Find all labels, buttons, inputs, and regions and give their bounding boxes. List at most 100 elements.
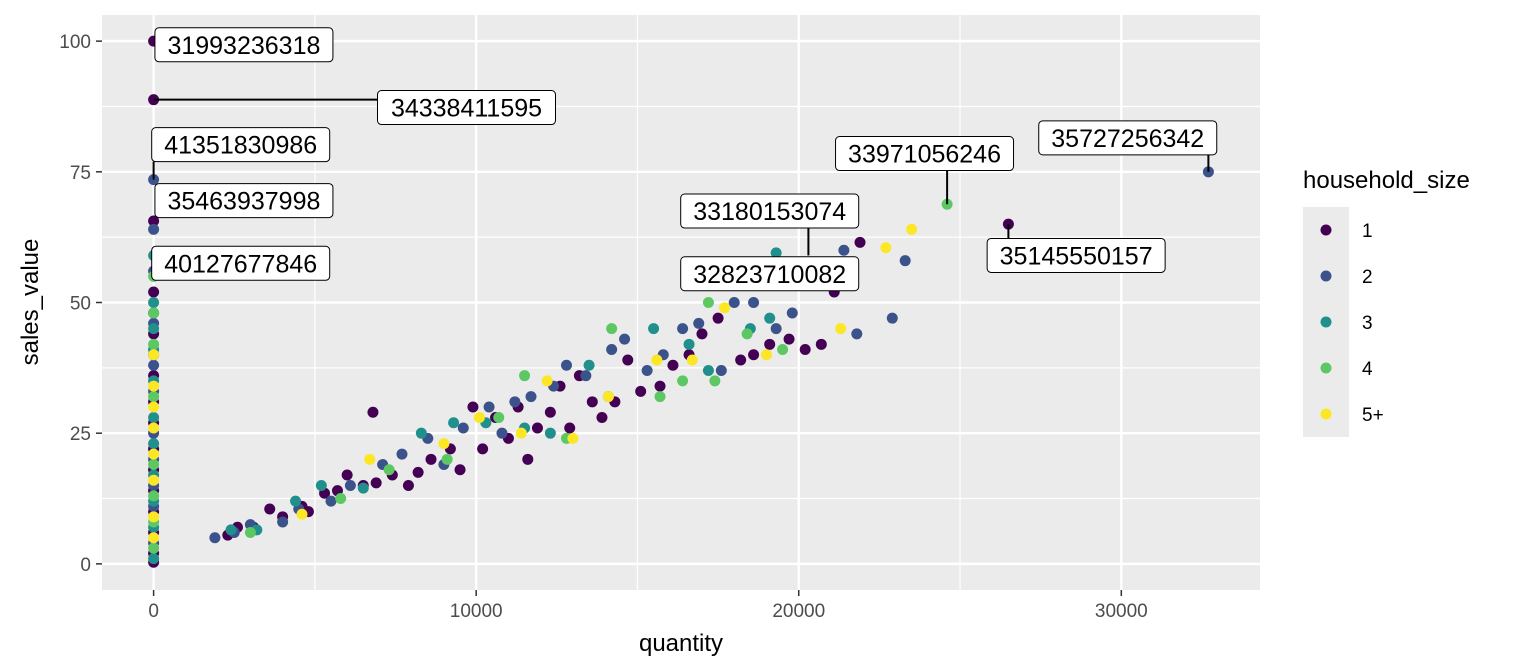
data-point xyxy=(815,338,827,350)
data-point xyxy=(654,391,666,403)
data-point xyxy=(367,406,379,418)
point-annotations: 31993236318 34338411595 41351830986 3546393… xyxy=(151,27,1218,292)
data-point xyxy=(148,359,160,371)
data-point xyxy=(544,427,556,439)
data-point xyxy=(315,479,327,491)
x-tick-label: 10000 xyxy=(450,601,503,622)
annotation-label: 33971056246 xyxy=(848,141,1001,169)
data-point xyxy=(477,443,489,455)
annotation-box xyxy=(154,183,334,219)
annotation-box xyxy=(680,256,860,292)
data-point xyxy=(344,479,356,491)
data-point xyxy=(383,464,395,476)
data-point xyxy=(509,396,521,408)
data-point xyxy=(148,532,160,544)
annotation: 32823710082 xyxy=(680,256,860,292)
data-point xyxy=(606,344,618,356)
legend-label: 5+ xyxy=(1362,405,1384,426)
data-point xyxy=(770,323,782,335)
annotation: 41351830986 xyxy=(151,127,331,180)
data-point xyxy=(519,370,531,382)
legend-label: 4 xyxy=(1362,359,1373,380)
data-point xyxy=(602,391,614,403)
annotation-box xyxy=(154,27,334,63)
data-point xyxy=(580,370,592,382)
data-point xyxy=(335,493,347,505)
data-point xyxy=(741,328,753,340)
y-tick-label: 100 xyxy=(59,32,91,53)
annotation-label: 31993236318 xyxy=(167,32,320,60)
data-point xyxy=(786,307,798,319)
annotation: 31993236318 xyxy=(154,27,334,63)
data-point xyxy=(702,297,714,308)
data-point xyxy=(148,448,160,460)
data-point xyxy=(635,385,647,397)
data-point xyxy=(148,323,160,335)
data-point xyxy=(544,406,556,418)
data-point xyxy=(735,354,747,366)
legend-key xyxy=(1320,224,1332,236)
data-point xyxy=(209,532,221,544)
data-point xyxy=(748,349,760,361)
data-point xyxy=(906,223,918,235)
annotation-label: 35727256342 xyxy=(1051,125,1204,153)
data-point xyxy=(702,364,714,376)
data-point xyxy=(357,482,369,494)
data-point xyxy=(396,448,408,460)
data-point xyxy=(370,477,382,489)
data-point xyxy=(783,333,795,345)
data-point xyxy=(851,328,863,340)
annotation: 34338411595 xyxy=(153,90,556,126)
data-point xyxy=(496,427,508,439)
data-point xyxy=(225,524,237,536)
annotation-label: 35463937998 xyxy=(167,188,320,216)
data-point xyxy=(148,391,160,403)
annotation-box xyxy=(151,245,331,281)
legend-label: 3 xyxy=(1362,313,1373,334)
data-point xyxy=(719,302,731,314)
annotation: 35727256342 xyxy=(1038,120,1218,172)
data-point xyxy=(341,469,353,481)
data-point xyxy=(148,307,160,319)
data-point xyxy=(325,495,337,507)
data-point xyxy=(541,375,553,387)
data-point xyxy=(677,323,689,335)
data-point xyxy=(148,412,160,423)
data-point xyxy=(148,380,160,392)
data-point xyxy=(748,297,760,308)
data-point xyxy=(148,223,160,235)
data-point xyxy=(709,375,721,387)
data-point xyxy=(760,349,772,361)
data-point xyxy=(148,542,160,554)
data-point xyxy=(402,479,414,491)
data-point xyxy=(799,344,811,356)
y-tick-label: 50 xyxy=(70,294,91,315)
data-point xyxy=(457,422,469,434)
legend-key xyxy=(1320,408,1332,420)
legend-key xyxy=(1320,362,1332,374)
data-point xyxy=(606,323,618,335)
data-point xyxy=(483,401,495,413)
annotation-box xyxy=(986,237,1166,273)
x-axis-title: quantity xyxy=(639,630,723,657)
data-point xyxy=(567,432,579,444)
legend: household_size 1 2 3 4 5+ xyxy=(1303,167,1470,437)
annotation-label: 33180153074 xyxy=(693,198,846,226)
data-point xyxy=(148,459,160,471)
data-point xyxy=(148,338,160,350)
data-point xyxy=(148,490,160,502)
data-point xyxy=(619,333,631,345)
data-point xyxy=(525,391,537,403)
data-point xyxy=(835,323,847,335)
data-point xyxy=(654,380,666,392)
data-points xyxy=(148,35,1214,568)
data-point xyxy=(148,215,160,227)
y-tick-label: 75 xyxy=(70,163,91,184)
x-axis: 0 10000 20000 30000 xyxy=(148,590,1148,622)
data-point xyxy=(493,412,505,423)
legend-items: 1 2 3 4 5+ xyxy=(1320,221,1384,426)
data-point xyxy=(277,516,289,528)
data-point xyxy=(454,464,466,476)
data-point xyxy=(473,412,485,423)
